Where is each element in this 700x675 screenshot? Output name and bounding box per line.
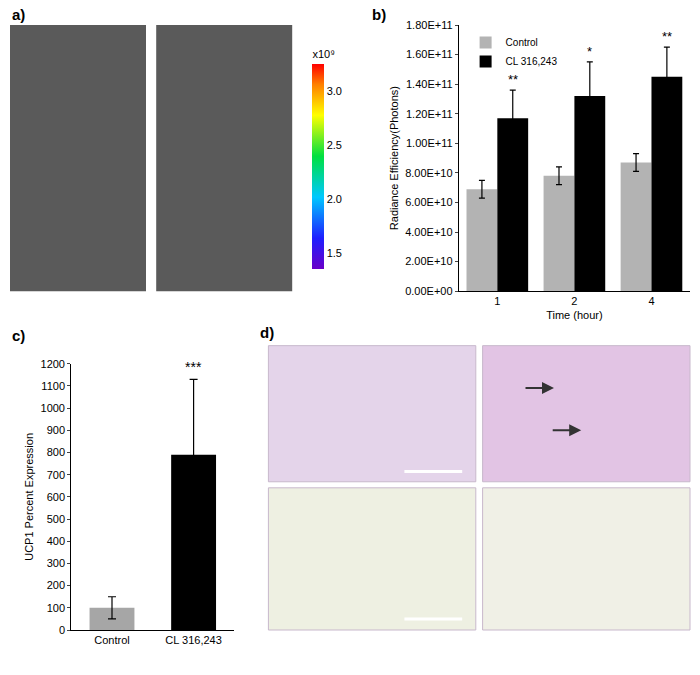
svg-text:4.00E+10: 4.00E+10 bbox=[405, 226, 452, 238]
svg-text:2.5: 2.5 bbox=[327, 139, 342, 151]
svg-text:2: 2 bbox=[571, 295, 577, 307]
svg-text:**: ** bbox=[508, 72, 518, 87]
svg-text:0.00E+00: 0.00E+00 bbox=[405, 285, 452, 297]
svg-text:Control: Control bbox=[94, 634, 129, 646]
svg-text:900: 900 bbox=[47, 424, 65, 436]
svg-text:1100: 1100 bbox=[41, 380, 65, 392]
svg-text:1: 1 bbox=[494, 295, 500, 307]
svg-text:3.0: 3.0 bbox=[327, 85, 342, 97]
svg-text:500: 500 bbox=[47, 513, 65, 525]
svg-text:2.0: 2.0 bbox=[327, 193, 342, 205]
svg-text:100: 100 bbox=[47, 602, 65, 614]
svg-text:a): a) bbox=[12, 6, 25, 23]
svg-text:2.00E+10: 2.00E+10 bbox=[405, 255, 452, 267]
svg-text:300: 300 bbox=[47, 557, 65, 569]
svg-text:1.20E+11: 1.20E+11 bbox=[406, 108, 453, 120]
svg-text:b): b) bbox=[372, 6, 386, 23]
svg-text:4: 4 bbox=[648, 295, 654, 307]
svg-text:1.5: 1.5 bbox=[327, 247, 342, 259]
svg-text:Control: Control bbox=[506, 37, 538, 48]
svg-text:x10⁹: x10⁹ bbox=[312, 48, 334, 60]
svg-text:1000: 1000 bbox=[41, 402, 65, 414]
svg-text:d): d) bbox=[260, 324, 274, 341]
svg-text:8.00E+10: 8.00E+10 bbox=[405, 167, 452, 179]
svg-text:1.40E+11: 1.40E+11 bbox=[406, 78, 453, 90]
svg-text:UCP1 Percent Expression: UCP1 Percent Expression bbox=[23, 433, 35, 561]
svg-text:c): c) bbox=[12, 327, 25, 344]
svg-text:*: * bbox=[587, 44, 592, 59]
svg-text:CL 316,243: CL 316,243 bbox=[506, 56, 558, 67]
svg-text:Time (hour): Time (hour) bbox=[546, 309, 602, 321]
svg-text:1.80E+11: 1.80E+11 bbox=[406, 19, 453, 31]
svg-text:**: ** bbox=[662, 29, 672, 44]
svg-text:800: 800 bbox=[47, 446, 65, 458]
svg-text:Radiance Efficiency(Photons): Radiance Efficiency(Photons) bbox=[388, 86, 400, 230]
svg-text:6.00E+10: 6.00E+10 bbox=[405, 196, 452, 208]
svg-text:1.00E+11: 1.00E+11 bbox=[406, 137, 453, 149]
svg-text:1200: 1200 bbox=[41, 358, 65, 370]
svg-text:600: 600 bbox=[47, 491, 65, 503]
svg-text:1.60E+11: 1.60E+11 bbox=[406, 48, 453, 60]
svg-text:700: 700 bbox=[47, 469, 65, 481]
svg-text:***: *** bbox=[185, 359, 202, 375]
svg-text:200: 200 bbox=[47, 579, 65, 591]
svg-text:CL 316,243: CL 316,243 bbox=[165, 634, 221, 646]
svg-text:400: 400 bbox=[47, 535, 65, 547]
svg-text:0: 0 bbox=[59, 624, 65, 636]
